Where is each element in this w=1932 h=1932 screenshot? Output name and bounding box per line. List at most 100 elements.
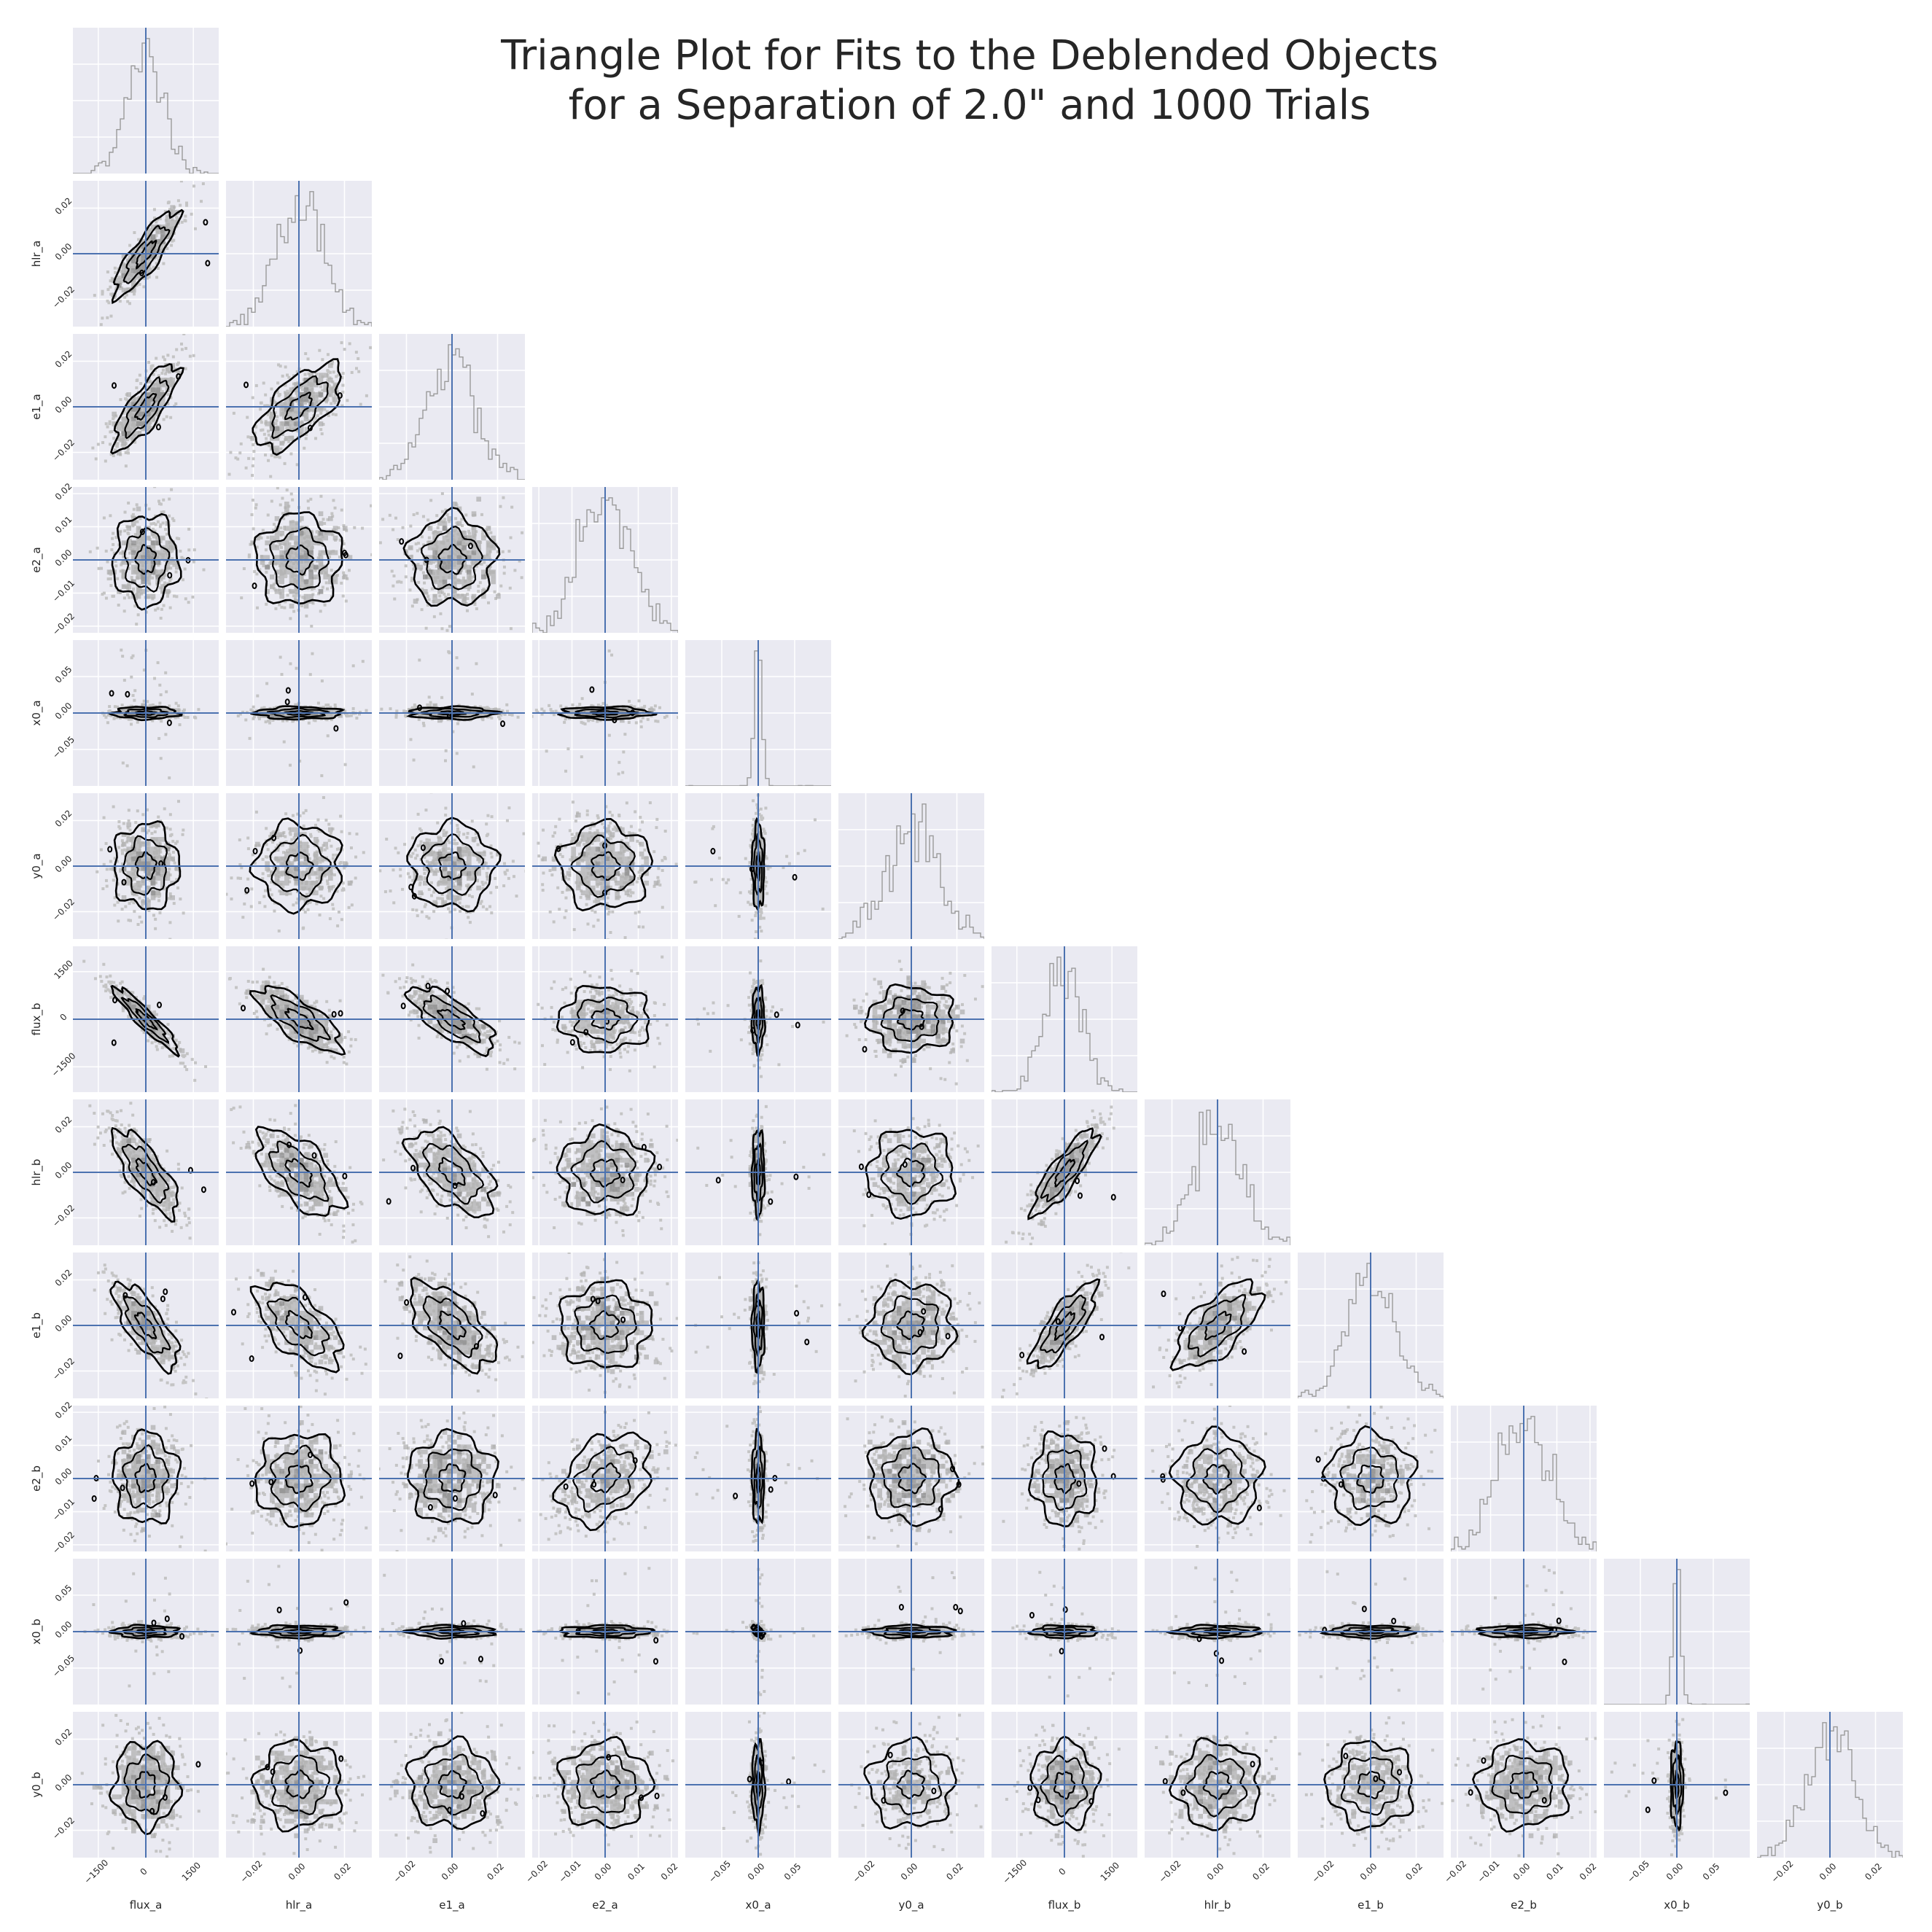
density-cell: [265, 555, 270, 560]
data-point: [284, 575, 287, 579]
data-point: [252, 705, 255, 709]
data-point: [643, 704, 647, 708]
data-point: [252, 443, 255, 447]
data-point: [353, 526, 357, 529]
density-cell: [121, 263, 127, 268]
density-cell: [323, 569, 328, 574]
data-point: [246, 416, 249, 419]
data-point: [270, 499, 273, 503]
data-point: [501, 550, 505, 553]
data-point: [650, 706, 653, 710]
data-point: [443, 518, 447, 521]
data-point: [264, 393, 268, 397]
data-point: [327, 703, 330, 706]
density-cell: [294, 416, 299, 421]
data-point: [566, 747, 570, 751]
density-cell: [308, 540, 313, 545]
data-point: [404, 575, 408, 579]
data-point: [564, 769, 568, 773]
density-cell: [165, 555, 171, 560]
density-cell: [279, 569, 284, 574]
data-point: [323, 521, 327, 525]
data-point: [405, 714, 408, 718]
data-point: [135, 386, 139, 389]
data-point: [444, 596, 448, 599]
density-cell: [141, 416, 146, 421]
density-cell: [160, 584, 165, 589]
density-cell: [456, 540, 462, 545]
contour-line: [167, 572, 173, 579]
density-cell: [121, 584, 127, 589]
density-cell: [284, 535, 289, 541]
density-cell: [289, 387, 295, 392]
density-cell: [308, 382, 313, 388]
density-cell: [437, 584, 443, 589]
density-cell: [442, 521, 448, 526]
density-cell: [303, 545, 309, 550]
density-cell: [146, 254, 151, 259]
contours: [111, 209, 211, 305]
density-cell: [170, 210, 175, 215]
density-cell: [131, 278, 136, 283]
data-point: [135, 893, 139, 897]
density-cell: [141, 239, 146, 244]
data-point: [147, 909, 151, 913]
density-cell: [289, 555, 295, 560]
data-point: [338, 538, 342, 542]
contour-line: [244, 381, 249, 389]
data-point: [443, 759, 447, 763]
data-point: [88, 550, 92, 553]
panel-e2_a-vs-e2_a: [532, 487, 678, 633]
density-cell: [461, 564, 467, 570]
data-point: [160, 607, 163, 611]
density-cell: [289, 421, 295, 426]
data-point: [331, 360, 335, 364]
density-cell: [146, 535, 151, 541]
density-cell: [150, 560, 156, 565]
density-cell: [121, 560, 127, 565]
density-cell: [141, 703, 146, 709]
data-point: [331, 413, 335, 416]
density-cell: [423, 574, 428, 580]
data-point: [464, 513, 468, 517]
data-point: [176, 217, 179, 220]
data-point: [109, 314, 113, 318]
panel-e2_a-vs-x0_a: [532, 640, 678, 786]
density-cell: [141, 545, 146, 550]
density-cell: [260, 560, 265, 565]
density-cell: [136, 589, 141, 594]
data-point: [133, 533, 137, 537]
data-point: [135, 379, 139, 383]
density-cell: [126, 426, 131, 432]
data-point: [153, 830, 157, 834]
data-point: [125, 557, 129, 561]
data-point: [104, 422, 108, 426]
data-point: [104, 879, 108, 882]
data-point: [276, 415, 279, 418]
data-point: [451, 730, 455, 733]
data-point: [477, 590, 480, 593]
density-cell: [467, 579, 472, 585]
data-point: [481, 529, 485, 533]
density-cell: [141, 589, 146, 594]
data-point: [440, 696, 444, 699]
density-cell: [456, 521, 462, 526]
density-cell: [160, 574, 165, 580]
density-cell: [437, 589, 443, 594]
density-cell: [437, 569, 443, 574]
data-point: [444, 508, 448, 512]
density-cell: [343, 574, 348, 580]
density-cell: [432, 550, 437, 556]
density-cell: [165, 367, 171, 373]
data-point: [307, 721, 311, 725]
density-cell: [294, 579, 299, 585]
data-point: [143, 717, 147, 720]
density-cell: [456, 713, 462, 718]
data-point: [161, 368, 165, 372]
density-cell: [456, 593, 462, 599]
density-cell: [299, 550, 304, 556]
data-point: [138, 282, 141, 286]
data-point: [429, 499, 433, 502]
data-point: [156, 607, 160, 610]
density-cell: [126, 431, 131, 436]
